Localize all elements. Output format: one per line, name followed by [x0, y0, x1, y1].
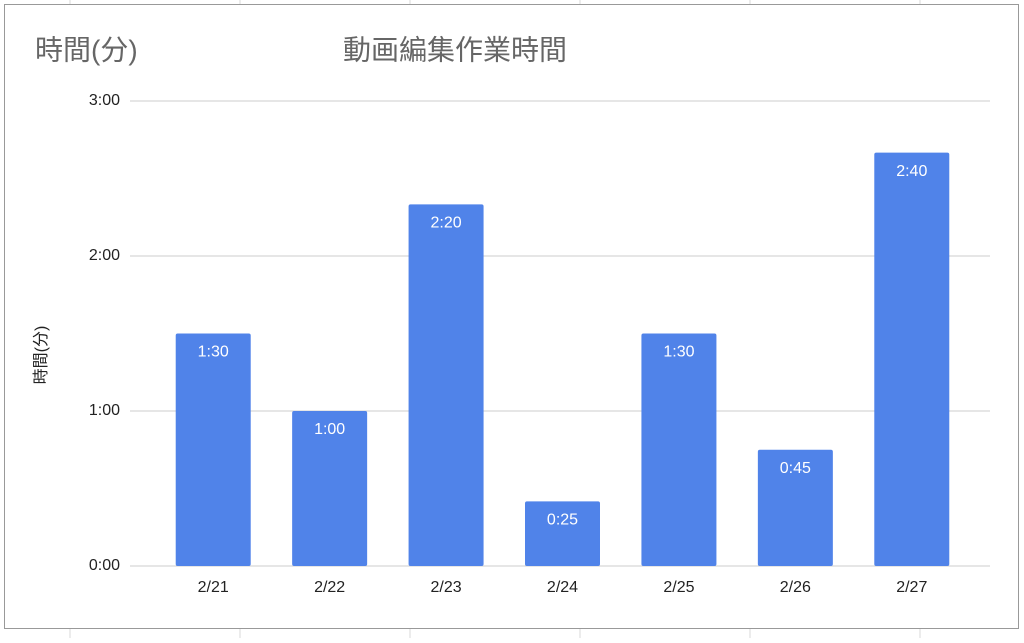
- y-tick-label: 3:00: [89, 92, 120, 109]
- sheet-gridlines: [69, 0, 921, 638]
- bar: [292, 411, 368, 566]
- x-tick-label: 2/22: [314, 579, 345, 596]
- x-tick-label: 2/26: [780, 579, 811, 596]
- bar: [874, 152, 950, 566]
- value-label: 1:30: [198, 344, 229, 361]
- y-tick-label: 1:00: [89, 402, 120, 419]
- x-tick-label: 2/21: [198, 579, 229, 596]
- chart-border: [4, 4, 1019, 629]
- value-label: 1:00: [314, 421, 345, 438]
- value-label: 2:20: [431, 215, 462, 232]
- value-label: 0:45: [780, 460, 811, 477]
- x-tick-label: 2/27: [896, 579, 927, 596]
- bar: [757, 449, 833, 566]
- bar: [525, 501, 600, 566]
- x-tick-label: 2/25: [663, 579, 694, 596]
- y-tick-label: 0:00: [89, 557, 120, 574]
- x-tick-label: 2/24: [547, 579, 578, 596]
- value-label: 0:25: [547, 512, 578, 529]
- bar: [408, 204, 484, 567]
- y-axis-title: 時間(分): [32, 326, 50, 385]
- x-tick-label: 2/23: [431, 579, 462, 596]
- chart-title: 動画編集作業時間: [343, 34, 567, 65]
- bar: [175, 333, 251, 566]
- chart-subtitle: 時間(分): [35, 34, 138, 65]
- bar: [641, 333, 717, 566]
- value-label: 1:30: [663, 344, 694, 361]
- value-label: 2:40: [896, 163, 927, 180]
- y-tick-label: 2:00: [89, 247, 120, 264]
